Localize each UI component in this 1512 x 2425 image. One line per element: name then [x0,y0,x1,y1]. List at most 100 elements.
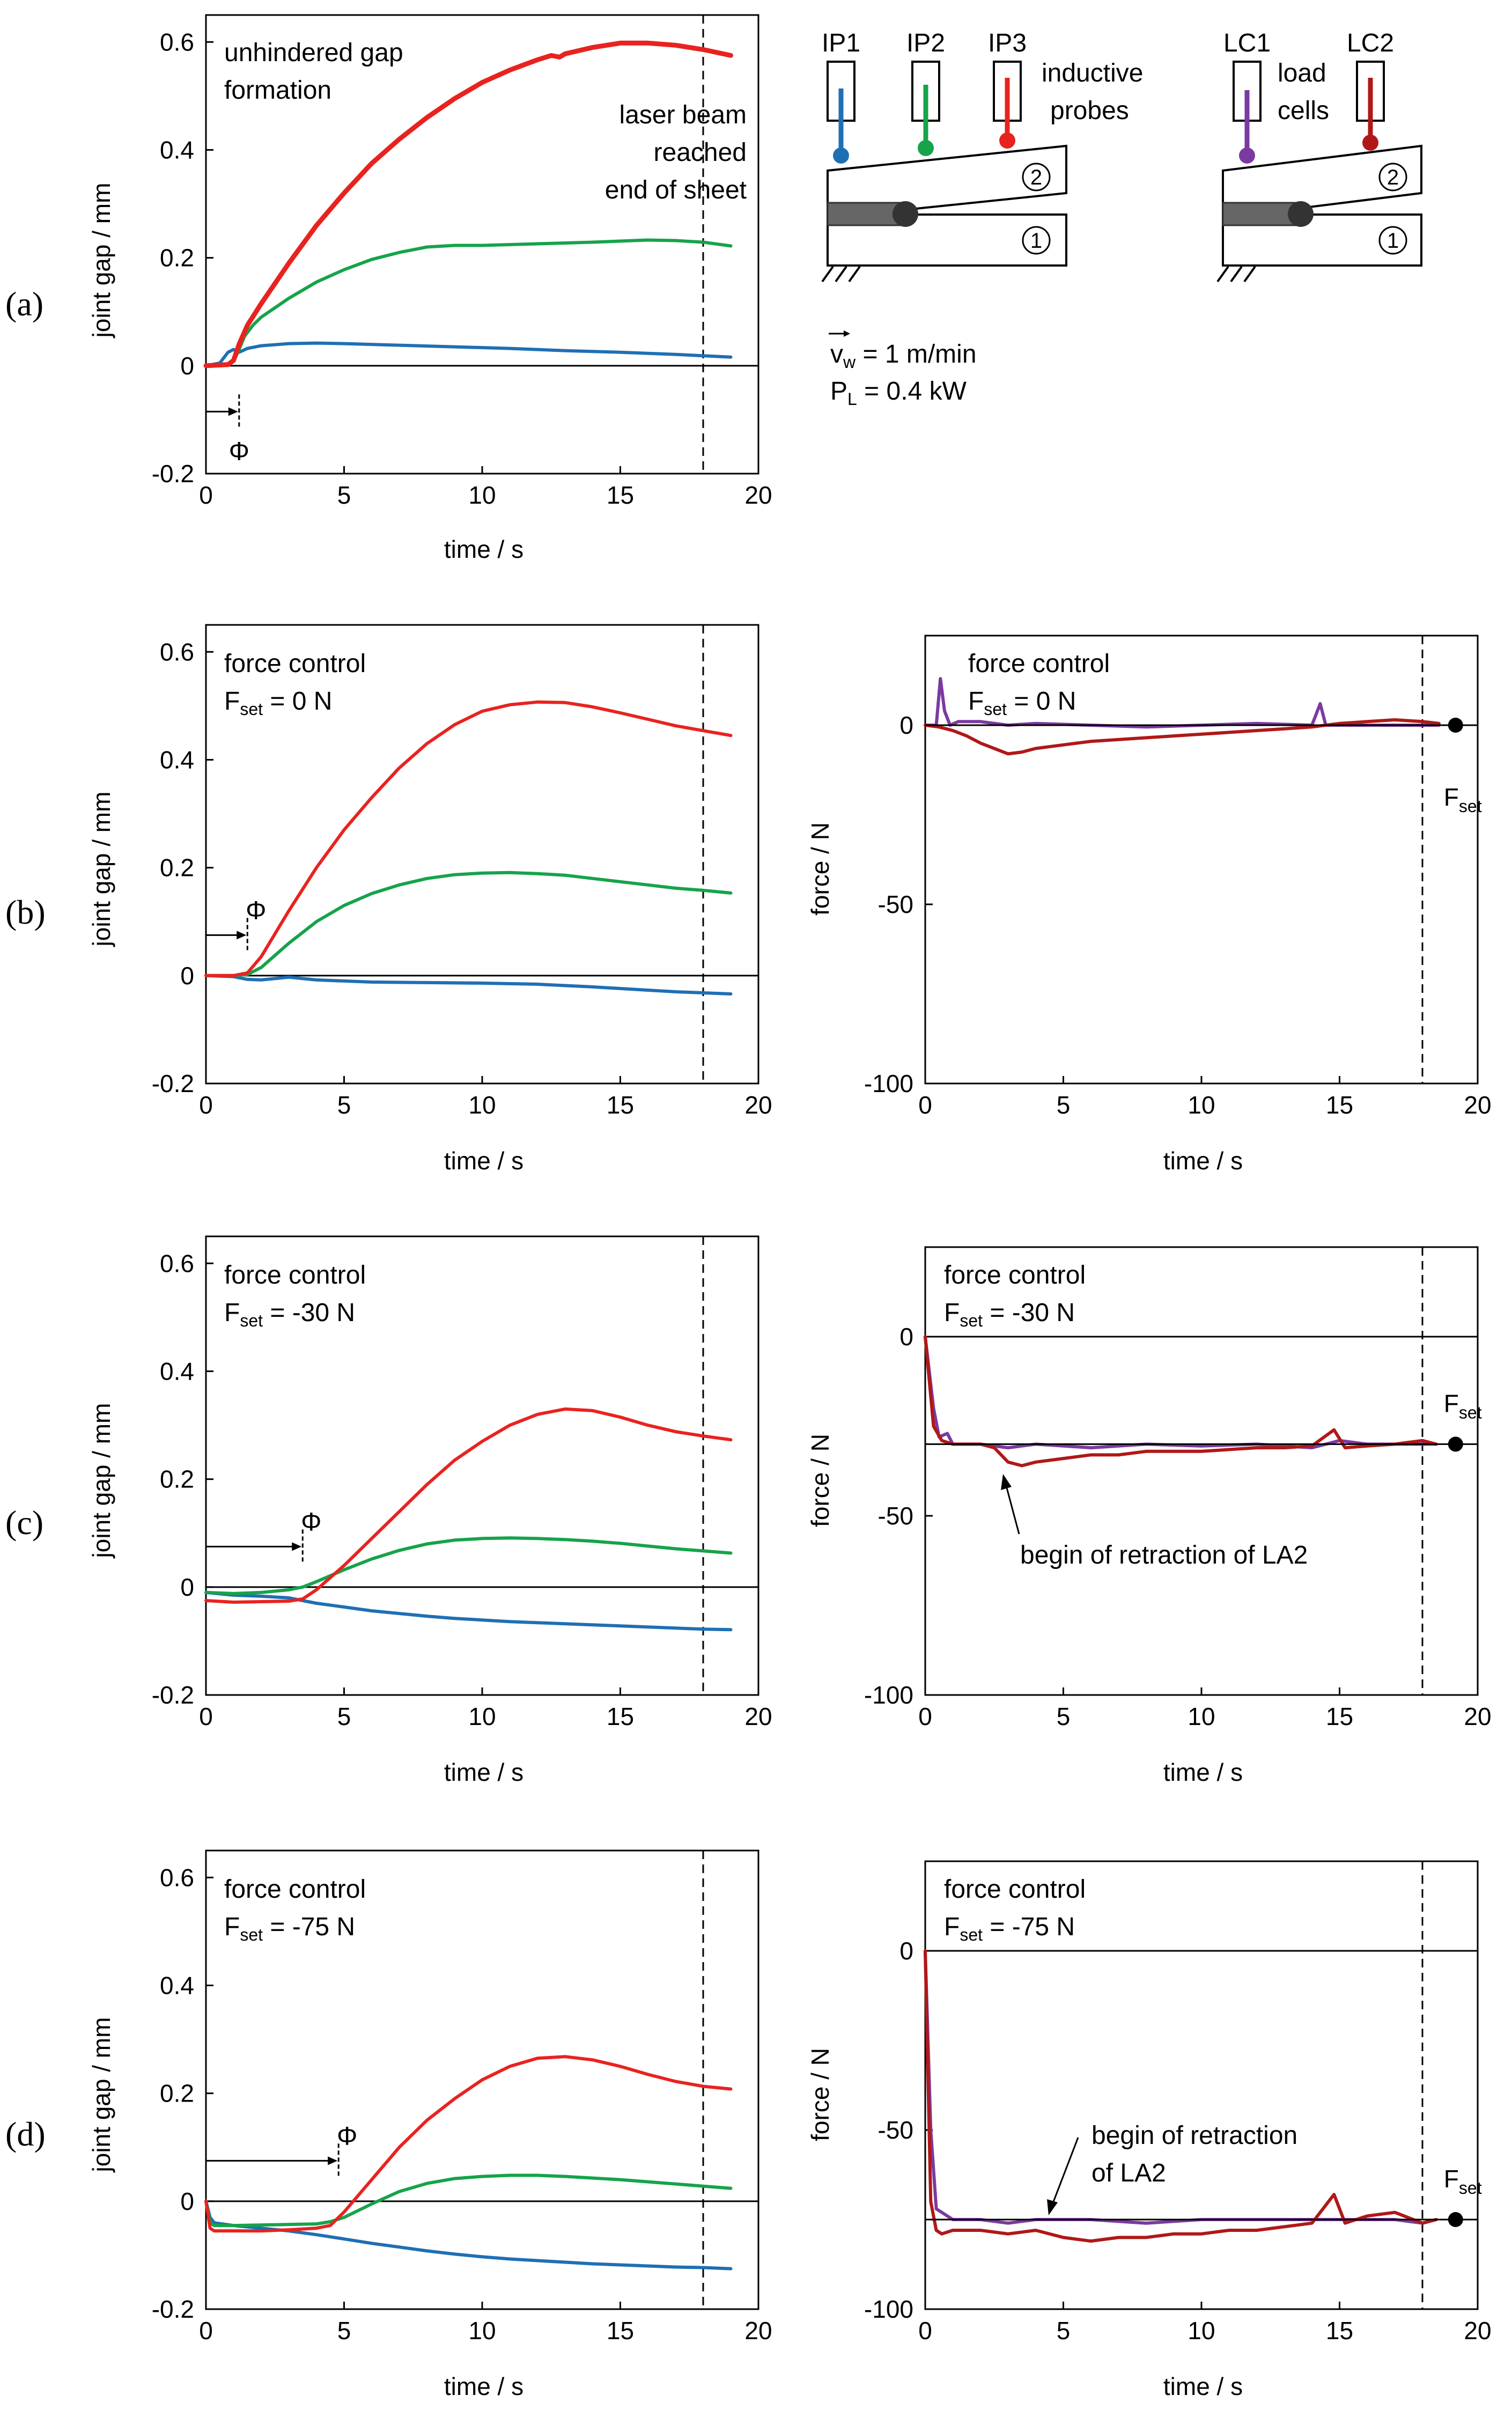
probe-ip3-tip [999,132,1015,149]
y-axis-label: force / N [806,2048,834,2141]
ground-hatch [821,266,834,283]
x-tick-label: 0 [199,1091,213,1119]
y-tick-label: 0.6 [160,1249,194,1277]
plot-area: 0 5 10 15 20 -100 -50 0 Fset [864,635,1492,1119]
y-axis-label: joint gap / mm [87,792,115,948]
fset-subscript: set [240,699,263,719]
part-1-number: 1 [1030,229,1042,253]
x-axis-label: time / s [1163,1758,1243,1786]
y-tick-label: 0.2 [160,854,194,882]
retraction-annotation-line2: of LA2 [1091,2159,1166,2187]
probe-label-ip2: IP2 [906,29,945,57]
chart-b-joint-gap: 0 5 10 15 20-0.200.20.40.6Φ joint gap / mm t… [87,624,772,1175]
cells-label-line2: cells [1278,97,1329,125]
fset-marker [1448,1436,1463,1452]
x-tick-label: 15 [607,1702,634,1730]
x-tick-label: 5 [337,1702,351,1730]
series-line-lc2 [924,1949,1438,2243]
specimen-schematic-cells: 2 1 [1216,144,1422,283]
phi-label: Φ [229,437,249,466]
x-axis-label: time / s [1163,1147,1243,1175]
x-tick-label: 15 [607,1091,634,1119]
cell-label-lc1: LC1 [1223,29,1271,57]
fset-value: = -75 N [263,1913,355,1941]
y-axis-label: joint gap / mm [87,2017,115,2173]
fset-value: = -30 N [263,1299,355,1327]
fset-marker-symbol: F [1444,783,1459,811]
weld-seam [1222,202,1299,226]
fset-value: = 0 N [263,687,332,716]
specimen-schematic-probes: 2 1 [821,144,1067,283]
phi-arrowhead [292,1542,302,1551]
y-tick-label: 0.2 [160,1465,194,1493]
laser-annotation-line2: reached [654,138,747,167]
series-line-ip1 [204,1590,733,1632]
fset-marker-subscript: set [1459,797,1482,816]
probe-label-ip3: IP3 [988,29,1027,57]
cell-lc1-tip [1239,148,1255,164]
fset-label: Fset = -75 N [944,1913,1075,1944]
plot-area: 0 5 10 15 20 -100 -50 0 Fset [864,1246,1492,1730]
plot-area: 0 5 10 15 20-0.200.20.40.6Φ [152,14,772,509]
chart-title: force control [224,650,366,678]
probes-label-line1: inductive [1042,59,1143,87]
series-line-ip2 [204,2173,733,2228]
phi-arrowhead [228,407,238,416]
x-tick-label: 15 [607,481,634,509]
ground-hatch [1230,266,1243,283]
fset-marker [1448,2212,1463,2227]
series-line-ip1 [204,974,733,996]
fset-symbol: F [224,687,240,716]
cell-label-lc2: LC2 [1347,29,1394,57]
y-tick-label: -50 [878,2116,913,2144]
probe-label-ip1: IP1 [822,29,860,57]
x-tick-label: 10 [468,481,496,509]
panel-label-b: (b) [5,893,46,931]
x-tick-label: 10 [1188,1091,1215,1119]
retraction-annotation-line1: begin of retraction [1091,2121,1297,2150]
weld-seam [827,202,904,226]
x-tick-label: 0 [918,1702,932,1730]
probe-ip2-tip [918,140,934,156]
x-tick-label: 5 [337,2317,351,2345]
fset-marker-label: Fset [1444,2165,1482,2198]
fset-subscript: set [240,1925,263,1944]
laser-power-subscript: L [847,389,857,409]
weld-pool [1288,201,1314,227]
part-1-marker [1022,226,1051,255]
x-tick-label: 20 [744,1702,772,1730]
part-2-marker [1022,163,1051,191]
laser-annotation-line1: laser beam [619,101,747,129]
y-tick-label: 0.4 [160,746,194,773]
y-tick-label: 0.4 [160,1357,194,1385]
fset-marker-symbol: F [1444,1389,1459,1417]
x-tick-label: 0 [199,481,213,509]
chart-title: force control [224,1875,366,1904]
chart-title-line1: unhindered gap [224,39,403,67]
phi-arrowhead [237,931,247,940]
fset-subscript: set [240,1311,263,1330]
series-line-ip3 [204,2055,733,2233]
probe-ip1-tip [833,148,849,164]
laser-power-value: = 0.4 kW [857,377,967,406]
y-tick-label: -0.2 [152,1681,194,1709]
y-tick-label: -50 [878,1502,913,1530]
series-line-ip2 [204,871,733,977]
fset-label: Fset = -75 N [224,1913,355,1944]
y-tick-label: -0.2 [152,1070,194,1097]
weld-speed-value: = 1 m/min [855,340,976,368]
lower-sheet [1222,213,1422,267]
laser-annotation-line3: end of sheet [605,176,747,204]
part-2-number: 2 [1387,166,1399,189]
x-tick-label: 20 [744,2317,772,2345]
x-tick-label: 20 [744,1091,772,1119]
y-tick-label: 0 [899,711,913,739]
velocity-vector-arrowhead [844,330,850,337]
ground-hatch [1216,266,1229,283]
fset-symbol: F [224,1913,240,1941]
cell-lc2-tip [1362,135,1378,151]
fset-marker-subscript: set [1459,1403,1482,1422]
x-tick-label: 20 [744,481,772,509]
